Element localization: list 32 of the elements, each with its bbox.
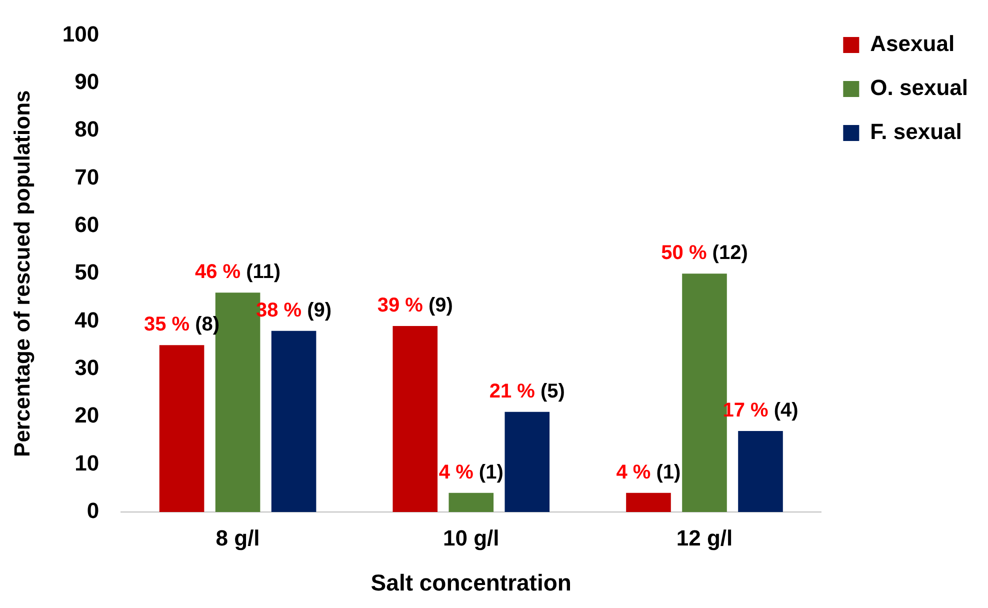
y-tick-label: 20 — [74, 402, 100, 428]
bar — [504, 412, 550, 512]
bar — [159, 345, 204, 512]
legend-label: F. sexual — [870, 119, 962, 144]
legend-label: O. sexual — [870, 75, 968, 100]
x-axis-title: Salt concentration — [370, 570, 572, 596]
y-tick-label: 70 — [74, 164, 100, 190]
x-tick-label: 12 g/l — [676, 525, 733, 550]
x-tick-label: 8 g/l — [216, 525, 260, 550]
bar — [738, 430, 783, 512]
y-tick-label: 80 — [74, 116, 100, 142]
y-tick-label: 50 — [74, 260, 100, 285]
y-tick-label: 60 — [74, 212, 100, 237]
y-tick-label: 0 — [86, 498, 100, 524]
y-tick-label: 30 — [74, 355, 100, 380]
data-label: 39 % (9) — [377, 294, 453, 317]
data-label: 46 % (11) — [194, 261, 281, 284]
data-label: 4 % (1) — [616, 461, 681, 484]
y-tick-label: 100 — [62, 21, 100, 46]
bar — [626, 492, 671, 512]
x-tick-label: 10 g/l — [443, 525, 500, 550]
bar — [271, 330, 316, 512]
data-label: 21 % (5) — [489, 380, 565, 402]
bar — [392, 326, 438, 512]
legend-label: Asexual — [870, 31, 955, 56]
y-tick-label: 90 — [74, 68, 100, 94]
y-tick-label: 40 — [74, 307, 100, 332]
data-label: 4 % (1) — [438, 461, 504, 484]
y-axis-title: Percentage of rescued populations — [9, 90, 34, 457]
data-label: 50 % (12) — [661, 242, 748, 264]
y-tick-label: 10 — [74, 450, 100, 476]
bar — [448, 492, 494, 512]
